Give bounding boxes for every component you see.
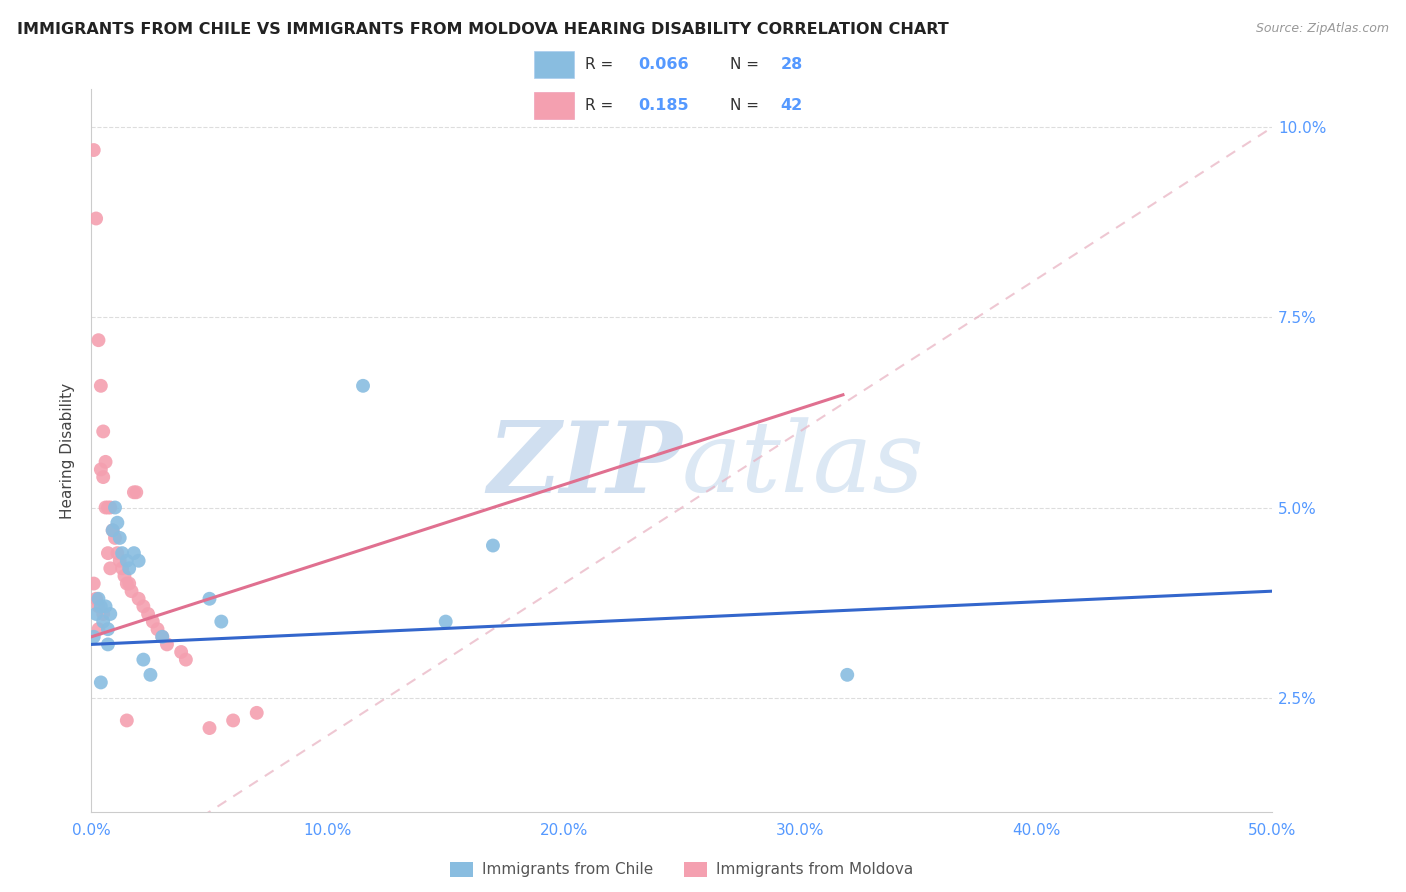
Point bbox=[108, 554, 131, 568]
Text: N =: N = bbox=[730, 98, 763, 112]
Point bbox=[118, 576, 141, 591]
Point bbox=[98, 500, 121, 515]
Point bbox=[352, 379, 374, 393]
Point bbox=[111, 546, 134, 560]
Point bbox=[122, 546, 145, 560]
Point bbox=[115, 714, 138, 728]
Point bbox=[90, 599, 112, 614]
Point bbox=[209, 615, 232, 629]
Point bbox=[101, 524, 124, 538]
Point bbox=[114, 569, 136, 583]
Point bbox=[84, 211, 107, 226]
Point bbox=[94, 455, 117, 469]
Text: 0.066: 0.066 bbox=[638, 57, 689, 71]
Point bbox=[170, 645, 193, 659]
Point bbox=[128, 554, 150, 568]
Point bbox=[482, 539, 505, 553]
Point bbox=[90, 675, 112, 690]
Point bbox=[128, 591, 150, 606]
Point bbox=[83, 143, 105, 157]
Point bbox=[132, 599, 155, 614]
Point bbox=[84, 607, 107, 621]
Point bbox=[97, 622, 120, 636]
Point bbox=[90, 379, 112, 393]
Text: N =: N = bbox=[730, 57, 763, 71]
Point bbox=[121, 584, 143, 599]
Text: ZIP: ZIP bbox=[486, 417, 682, 513]
Point bbox=[87, 591, 110, 606]
Point bbox=[146, 622, 169, 636]
Point bbox=[198, 721, 221, 735]
Point bbox=[174, 652, 197, 666]
Point bbox=[108, 531, 131, 545]
Legend: Immigrants from Chile, Immigrants from Moldova: Immigrants from Chile, Immigrants from M… bbox=[444, 855, 920, 884]
Point bbox=[142, 615, 165, 629]
Point bbox=[104, 531, 127, 545]
Point bbox=[198, 591, 221, 606]
Point bbox=[139, 668, 162, 682]
Point bbox=[222, 714, 245, 728]
Point bbox=[97, 637, 120, 651]
Point bbox=[87, 599, 110, 614]
Point bbox=[125, 485, 148, 500]
Text: R =: R = bbox=[585, 98, 617, 112]
Text: Source: ZipAtlas.com: Source: ZipAtlas.com bbox=[1256, 22, 1389, 36]
Point bbox=[118, 561, 141, 575]
Point bbox=[91, 425, 114, 439]
Point bbox=[94, 500, 117, 515]
Point bbox=[84, 591, 107, 606]
Point bbox=[94, 599, 117, 614]
Point bbox=[90, 462, 112, 476]
Point bbox=[115, 554, 138, 568]
Point bbox=[115, 576, 138, 591]
Text: R =: R = bbox=[585, 57, 617, 71]
Point bbox=[98, 561, 121, 575]
Point bbox=[150, 630, 173, 644]
Point bbox=[156, 637, 179, 651]
Point bbox=[91, 607, 114, 621]
Point bbox=[132, 652, 155, 666]
Point bbox=[91, 615, 114, 629]
Point bbox=[97, 500, 120, 515]
Text: atlas: atlas bbox=[682, 417, 925, 513]
Point bbox=[104, 500, 127, 515]
Point bbox=[105, 546, 128, 560]
Point bbox=[97, 546, 120, 560]
Point bbox=[91, 470, 114, 484]
Point bbox=[122, 485, 145, 500]
Point bbox=[246, 706, 269, 720]
Text: 0.185: 0.185 bbox=[638, 98, 689, 112]
Point bbox=[83, 630, 105, 644]
Point bbox=[101, 524, 124, 538]
Point bbox=[111, 561, 134, 575]
Bar bbox=[534, 92, 575, 119]
Y-axis label: Hearing Disability: Hearing Disability bbox=[60, 383, 76, 518]
Bar bbox=[534, 51, 575, 78]
Text: 28: 28 bbox=[780, 57, 803, 71]
Point bbox=[837, 668, 859, 682]
Text: 42: 42 bbox=[780, 98, 803, 112]
Point bbox=[87, 622, 110, 636]
Point bbox=[98, 607, 121, 621]
Point bbox=[87, 333, 110, 347]
Text: IMMIGRANTS FROM CHILE VS IMMIGRANTS FROM MOLDOVA HEARING DISABILITY CORRELATION : IMMIGRANTS FROM CHILE VS IMMIGRANTS FROM… bbox=[17, 22, 949, 37]
Point bbox=[136, 607, 159, 621]
Point bbox=[150, 630, 173, 644]
Point bbox=[434, 615, 457, 629]
Point bbox=[105, 516, 128, 530]
Point bbox=[83, 576, 105, 591]
